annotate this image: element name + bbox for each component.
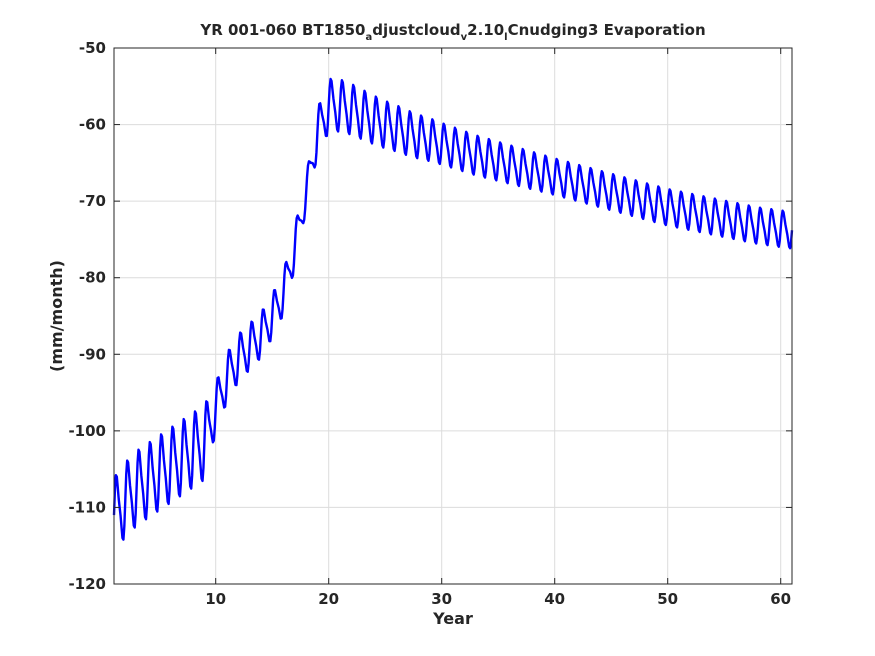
y-tick-label: -90: [79, 345, 106, 363]
plot-frame: [113, 47, 793, 585]
y-tick-label: -50: [79, 39, 106, 57]
x-tick-labels: 10 20 30 40 50 60: [205, 590, 791, 608]
title-part: l: [504, 32, 507, 43]
y-tick-label: -80: [79, 269, 106, 287]
title-part: Cnudging3 Evaporation: [508, 21, 706, 39]
title-part: djustcloud: [372, 21, 460, 39]
x-tick-label: 20: [318, 590, 339, 608]
title-part: YR 001-060 BT1850: [199, 21, 365, 39]
y-tick-label: -120: [68, 575, 106, 593]
y-axis-label: (mm/month): [47, 260, 66, 372]
title-part: 2.10: [467, 21, 504, 39]
x-tick-label: 10: [205, 590, 226, 608]
evaporation-series-line: [112, 77, 794, 541]
x-axis-label: Year: [432, 609, 473, 628]
title-part: v: [461, 32, 468, 43]
x-tick-label: 60: [770, 590, 791, 608]
y-tick-label: -60: [79, 116, 106, 134]
series-layer: [112, 77, 794, 541]
grid-lines: [114, 48, 792, 584]
chart-title: YR 001-060 BT1850adjustcloudv2.10lCnudgi…: [199, 21, 705, 43]
x-tick-label: 40: [544, 590, 565, 608]
x-tick-label: 30: [431, 590, 452, 608]
y-tick-label: -100: [68, 422, 106, 440]
x-tick-label: 50: [657, 590, 678, 608]
y-tick-label: -70: [79, 192, 106, 210]
tick-marks: [114, 47, 792, 585]
y-tick-labels: -120 -110 -100 -90 -80 -70 -60 -50: [68, 39, 106, 593]
y-tick-label: -110: [68, 498, 106, 516]
title-part: a: [365, 32, 372, 43]
